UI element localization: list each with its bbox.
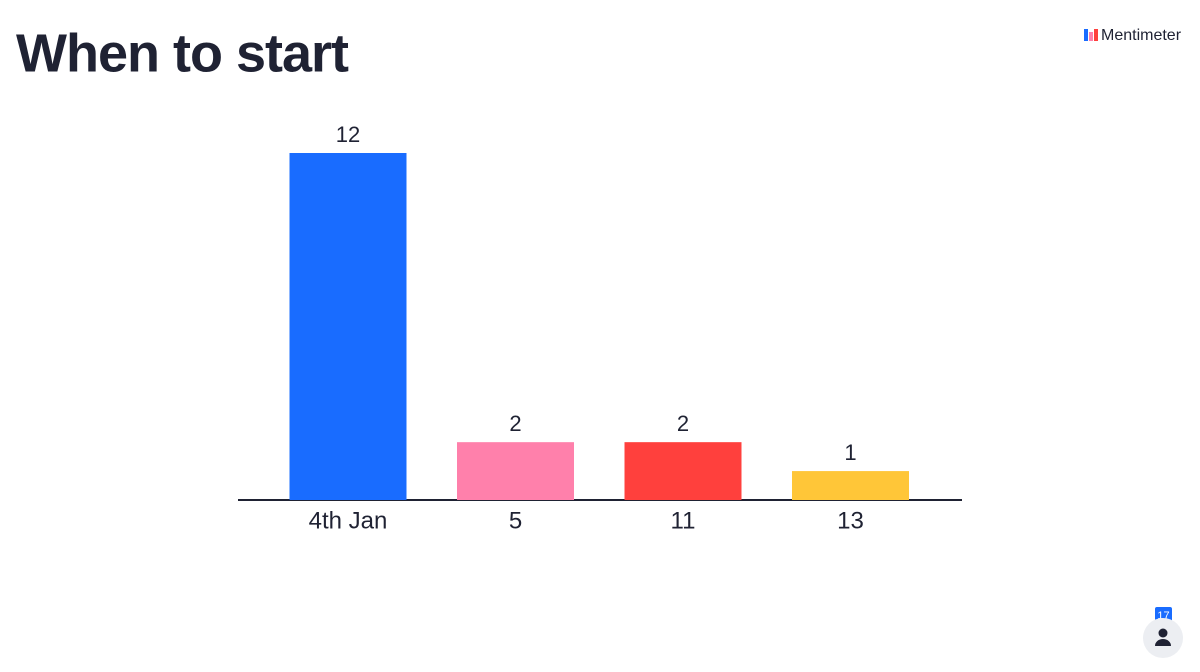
x-tick-label: 4th Jan [309, 507, 388, 534]
x-tick-label: 11 [671, 507, 696, 534]
chart-title: When to start [16, 23, 349, 83]
participant-button [1143, 618, 1183, 658]
value-label: 2 [677, 411, 689, 436]
brand-name: Mentimeter [1101, 27, 1182, 44]
value-label: 1 [844, 440, 856, 465]
value-label: 12 [336, 122, 360, 147]
x-tick-label: 13 [837, 507, 864, 534]
bar [289, 153, 407, 500]
x-tick-label: 5 [509, 507, 522, 534]
person-icon [1155, 639, 1171, 646]
bar [457, 442, 574, 500]
person-icon [1158, 628, 1168, 638]
value-label: 2 [509, 411, 521, 436]
logo-bar [1094, 29, 1098, 41]
brand-logo: Mentimeter [1084, 27, 1182, 44]
bar [792, 471, 909, 500]
logo-bar [1089, 32, 1093, 41]
participant-counter[interactable]: 17 [1143, 607, 1183, 658]
bar [624, 442, 742, 500]
logo-bar [1084, 29, 1088, 41]
